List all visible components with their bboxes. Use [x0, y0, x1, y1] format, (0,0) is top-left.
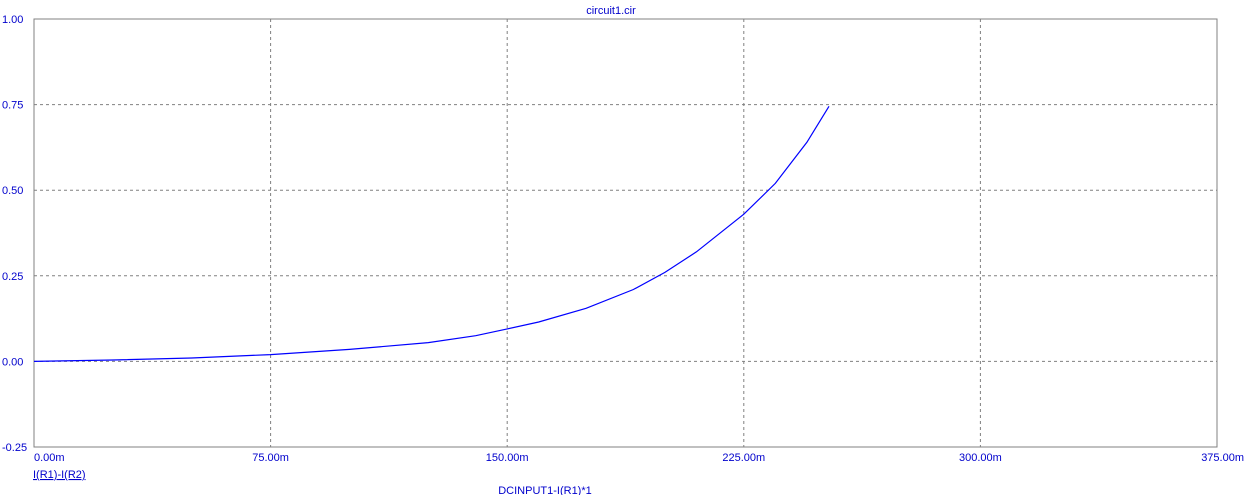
x-tick-label: 0.00m [34, 452, 65, 464]
y-tick-label: 0.50 [2, 185, 23, 197]
y-tick-label: 1.00 [2, 14, 23, 26]
plot-frame [33, 18, 1218, 448]
x-tick-label: 300.00m [959, 452, 1002, 464]
x-axis-ticks: 0.00m 75.00m 150.00m 225.00m 300.00m 375.00m [34, 452, 1244, 464]
x-tick-label: 75.00m [252, 452, 289, 464]
trace-label-legend[interactable]: I(R1)-I(R2) [33, 469, 86, 481]
series-layer [33, 105, 830, 362]
chart-title: circuit1.cir [586, 5, 636, 17]
y-tick-label: 0.75 [2, 100, 23, 112]
series-line [33, 105, 830, 362]
y-tick-label: 0.25 [2, 271, 23, 283]
x-tick-label: 150.00m [486, 452, 529, 464]
y-tick-label: 0.00 [2, 356, 23, 368]
y-tick-label: -0.25 [2, 442, 27, 454]
x-tick-label: 225.00m [722, 452, 765, 464]
x-tick-label: 375.00m [1201, 452, 1244, 464]
x-axis-label: DCINPUT1-I(R1)*1 [498, 485, 592, 495]
grid [34, 19, 1217, 447]
y-axis-ticks: -0.25 0.00 0.25 0.50 0.75 1.00 [2, 14, 27, 454]
